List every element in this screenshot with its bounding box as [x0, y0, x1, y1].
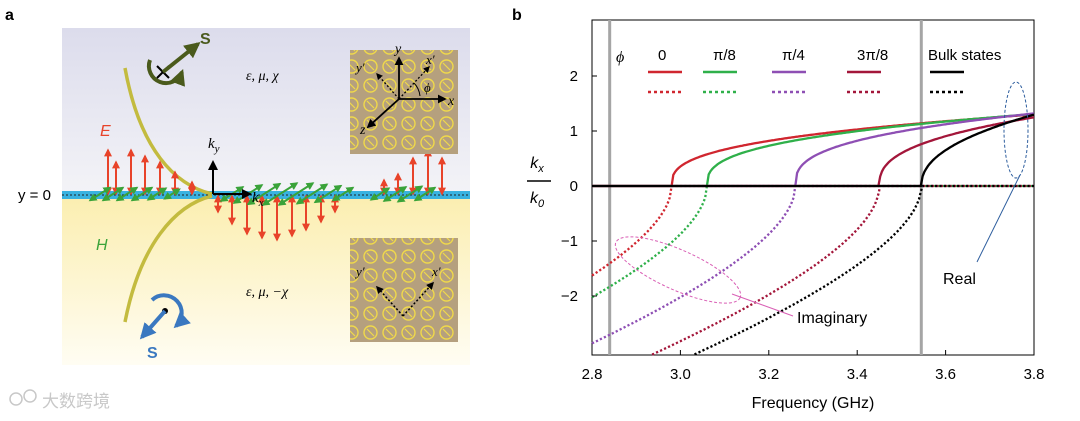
axes-upper [366, 56, 447, 129]
axes-lower [375, 281, 435, 317]
axis-yp-label: y′ [354, 60, 365, 75]
x-tick-label: 3.6 [935, 366, 956, 383]
axis-y-label: y [393, 42, 402, 57]
watermark-icon [9, 392, 23, 406]
e-label: E [100, 123, 111, 140]
x-tick-label: 3.8 [1024, 366, 1045, 383]
real-curve [592, 112, 1035, 188]
decay-curve-upper [123, 67, 213, 196]
upper-params: ε, μ, χ [246, 69, 280, 84]
lower-params: ε, μ, −χ [246, 285, 289, 300]
axis-z-label: z [359, 123, 366, 138]
legend-label: 3π/8 [857, 47, 888, 64]
real-label: Real [943, 271, 976, 288]
panel-b: b 2.8 3.0 3.2 3.4 3.6 3.8 2 1 0 −1 −2 Frequency (… [512, 7, 1044, 412]
axis-xp-label: x′ [425, 52, 435, 67]
x-axis-label: Frequency (GHz) [752, 395, 875, 412]
plot-frame [591, 19, 1035, 356]
y0-label: y = 0 [18, 187, 51, 204]
imaginary-label: Imaginary [797, 310, 867, 327]
panel-b-label: b [512, 7, 522, 24]
axis-x-label: x [447, 94, 455, 109]
x-tick-label: 3.0 [670, 366, 691, 383]
legend-label: 0 [658, 47, 666, 64]
y-tick-label: 2 [570, 68, 578, 85]
legend-title: ϕ [616, 49, 624, 66]
x-tick-label: 2.8 [582, 366, 603, 383]
h-arrow [331, 186, 355, 202]
real-curve [592, 113, 1035, 188]
spin-top-icon [146, 42, 201, 87]
imaginary-curve [591, 184, 1034, 277]
real-curve [592, 113, 1035, 188]
real-curve [592, 116, 1035, 188]
watermark-text: 大数跨境 [42, 392, 110, 411]
panel-a-label: a [5, 7, 14, 24]
imaginary-ellipse [614, 236, 742, 304]
ky-label: ky [208, 136, 220, 155]
axis-phi-label: ϕ [424, 80, 431, 95]
y-ticks: 2 1 0 −1 −2 [561, 68, 597, 305]
s-top-label: S [200, 31, 211, 48]
y-tick-label: 1 [570, 123, 578, 140]
y-tick-label: −2 [561, 288, 578, 305]
y-tick-label: −1 [561, 233, 578, 250]
vertical-lines [608, 20, 923, 355]
decay-curve-lower [123, 194, 213, 323]
real-curve [592, 112, 1035, 188]
h-label: H [96, 237, 108, 254]
metamaterial-tile-lower [350, 238, 458, 342]
s-bottom-label: S [147, 345, 158, 362]
legend-label: π/8 [713, 47, 736, 64]
y-label-denominator: k0 [530, 190, 545, 210]
y-label-numerator: kx [530, 155, 544, 175]
legend-label: π/4 [782, 47, 805, 64]
watermark: 大数跨境 [9, 389, 110, 411]
legend: 0 π/8 π/4 3π/8 Bulk states [648, 47, 1001, 94]
h-arrow [413, 186, 437, 202]
y-axis-label: kx k0 [527, 155, 551, 210]
real-ellipse [1003, 81, 1029, 179]
y-tick-label: 0 [570, 178, 578, 195]
lower-xp-label: x′ [431, 264, 441, 279]
x-tick-label: 3.2 [758, 366, 779, 383]
imaginary-pointer [731, 293, 794, 317]
metamaterial-tile-upper [350, 50, 458, 154]
h-arrow [146, 187, 168, 201]
imaginary-curve [694, 184, 1034, 356]
curves [591, 112, 1035, 356]
spin-bottom-icon [139, 293, 191, 340]
panel-a: a y = 0 ky kx E H S S [5, 7, 470, 365]
lower-yp-label: y′ [354, 264, 365, 279]
imaginary-curve [651, 184, 1034, 356]
x-tick-label: 3.4 [847, 366, 868, 383]
legend-label: Bulk states [928, 47, 1001, 64]
real-pointer [976, 174, 1021, 263]
x-ticks: 2.8 3.0 3.2 3.4 3.6 3.8 [582, 350, 1045, 383]
h-arrow [163, 188, 181, 200]
kx-label: kx [252, 190, 264, 209]
